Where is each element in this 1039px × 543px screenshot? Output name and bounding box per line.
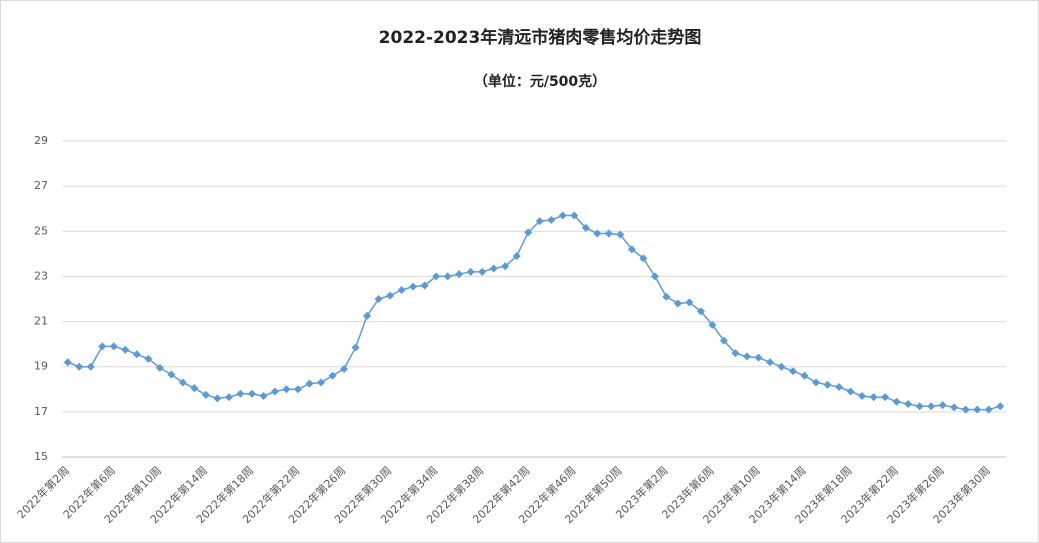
point bbox=[455, 270, 464, 279]
point bbox=[639, 254, 648, 263]
point bbox=[75, 362, 84, 371]
point bbox=[524, 228, 533, 237]
point bbox=[938, 401, 947, 410]
point bbox=[593, 229, 602, 238]
point bbox=[731, 349, 740, 358]
point bbox=[121, 345, 130, 354]
point bbox=[708, 320, 717, 329]
point bbox=[754, 353, 763, 362]
point bbox=[98, 342, 107, 351]
series-line bbox=[67, 214, 1001, 411]
y-tick-label: 15 bbox=[34, 450, 48, 463]
point bbox=[616, 230, 625, 239]
point bbox=[155, 363, 164, 372]
point bbox=[374, 295, 383, 303]
point bbox=[167, 370, 176, 379]
point bbox=[604, 229, 613, 238]
point bbox=[236, 389, 245, 398]
point bbox=[823, 380, 832, 389]
point bbox=[892, 397, 901, 406]
point bbox=[927, 402, 936, 411]
point bbox=[869, 393, 878, 402]
point bbox=[178, 378, 187, 387]
point bbox=[86, 362, 95, 371]
point bbox=[282, 385, 291, 394]
point bbox=[328, 371, 337, 380]
point bbox=[63, 358, 72, 367]
point bbox=[386, 291, 395, 300]
point bbox=[409, 282, 418, 291]
point bbox=[259, 392, 268, 401]
point bbox=[132, 350, 141, 359]
point bbox=[650, 272, 659, 281]
point bbox=[294, 385, 302, 394]
point bbox=[144, 354, 153, 363]
point bbox=[777, 362, 786, 371]
y-tick-label: 27 bbox=[34, 179, 48, 192]
point bbox=[996, 402, 1005, 411]
y-tick-label: 25 bbox=[34, 224, 48, 237]
point bbox=[812, 378, 821, 387]
point bbox=[950, 403, 959, 412]
point bbox=[478, 267, 487, 276]
point bbox=[305, 379, 314, 388]
point bbox=[501, 262, 510, 271]
point bbox=[858, 392, 867, 401]
point bbox=[904, 399, 913, 408]
point bbox=[685, 298, 694, 307]
y-tick-label: 17 bbox=[34, 405, 48, 418]
point bbox=[443, 272, 452, 281]
point bbox=[558, 211, 567, 220]
point bbox=[673, 299, 682, 308]
point bbox=[973, 405, 982, 414]
point bbox=[961, 405, 970, 414]
point bbox=[789, 367, 798, 376]
point bbox=[742, 352, 751, 361]
point bbox=[627, 245, 636, 254]
point bbox=[397, 285, 406, 294]
point bbox=[570, 211, 579, 220]
y-tick-label: 29 bbox=[34, 134, 48, 147]
point bbox=[317, 378, 326, 387]
point bbox=[466, 267, 475, 276]
point bbox=[547, 216, 556, 224]
point bbox=[719, 336, 728, 345]
point bbox=[340, 364, 349, 373]
point bbox=[363, 311, 372, 320]
point bbox=[420, 281, 429, 290]
point bbox=[696, 307, 705, 316]
y-tick-label: 21 bbox=[34, 315, 48, 328]
point bbox=[109, 342, 118, 351]
point bbox=[581, 223, 590, 232]
point bbox=[201, 390, 210, 399]
chart-title: 2022-2023年清远市猪肉零售均价走势图 bbox=[379, 27, 702, 48]
point bbox=[512, 252, 521, 261]
point bbox=[915, 402, 924, 411]
point bbox=[881, 393, 890, 402]
point bbox=[213, 394, 222, 403]
point bbox=[190, 384, 199, 393]
point bbox=[247, 389, 256, 398]
point bbox=[489, 264, 498, 273]
point bbox=[351, 343, 360, 352]
y-tick-label: 19 bbox=[34, 360, 48, 373]
y-tick-label: 23 bbox=[34, 269, 48, 282]
point bbox=[800, 371, 809, 380]
point bbox=[662, 292, 671, 301]
point bbox=[535, 217, 544, 226]
point bbox=[270, 387, 279, 396]
point bbox=[835, 383, 844, 392]
point bbox=[846, 387, 855, 396]
point bbox=[766, 358, 774, 367]
chart-subtitle: （单位：元/500克） bbox=[474, 73, 606, 90]
point bbox=[432, 272, 441, 281]
point bbox=[224, 393, 233, 402]
point bbox=[984, 405, 993, 414]
